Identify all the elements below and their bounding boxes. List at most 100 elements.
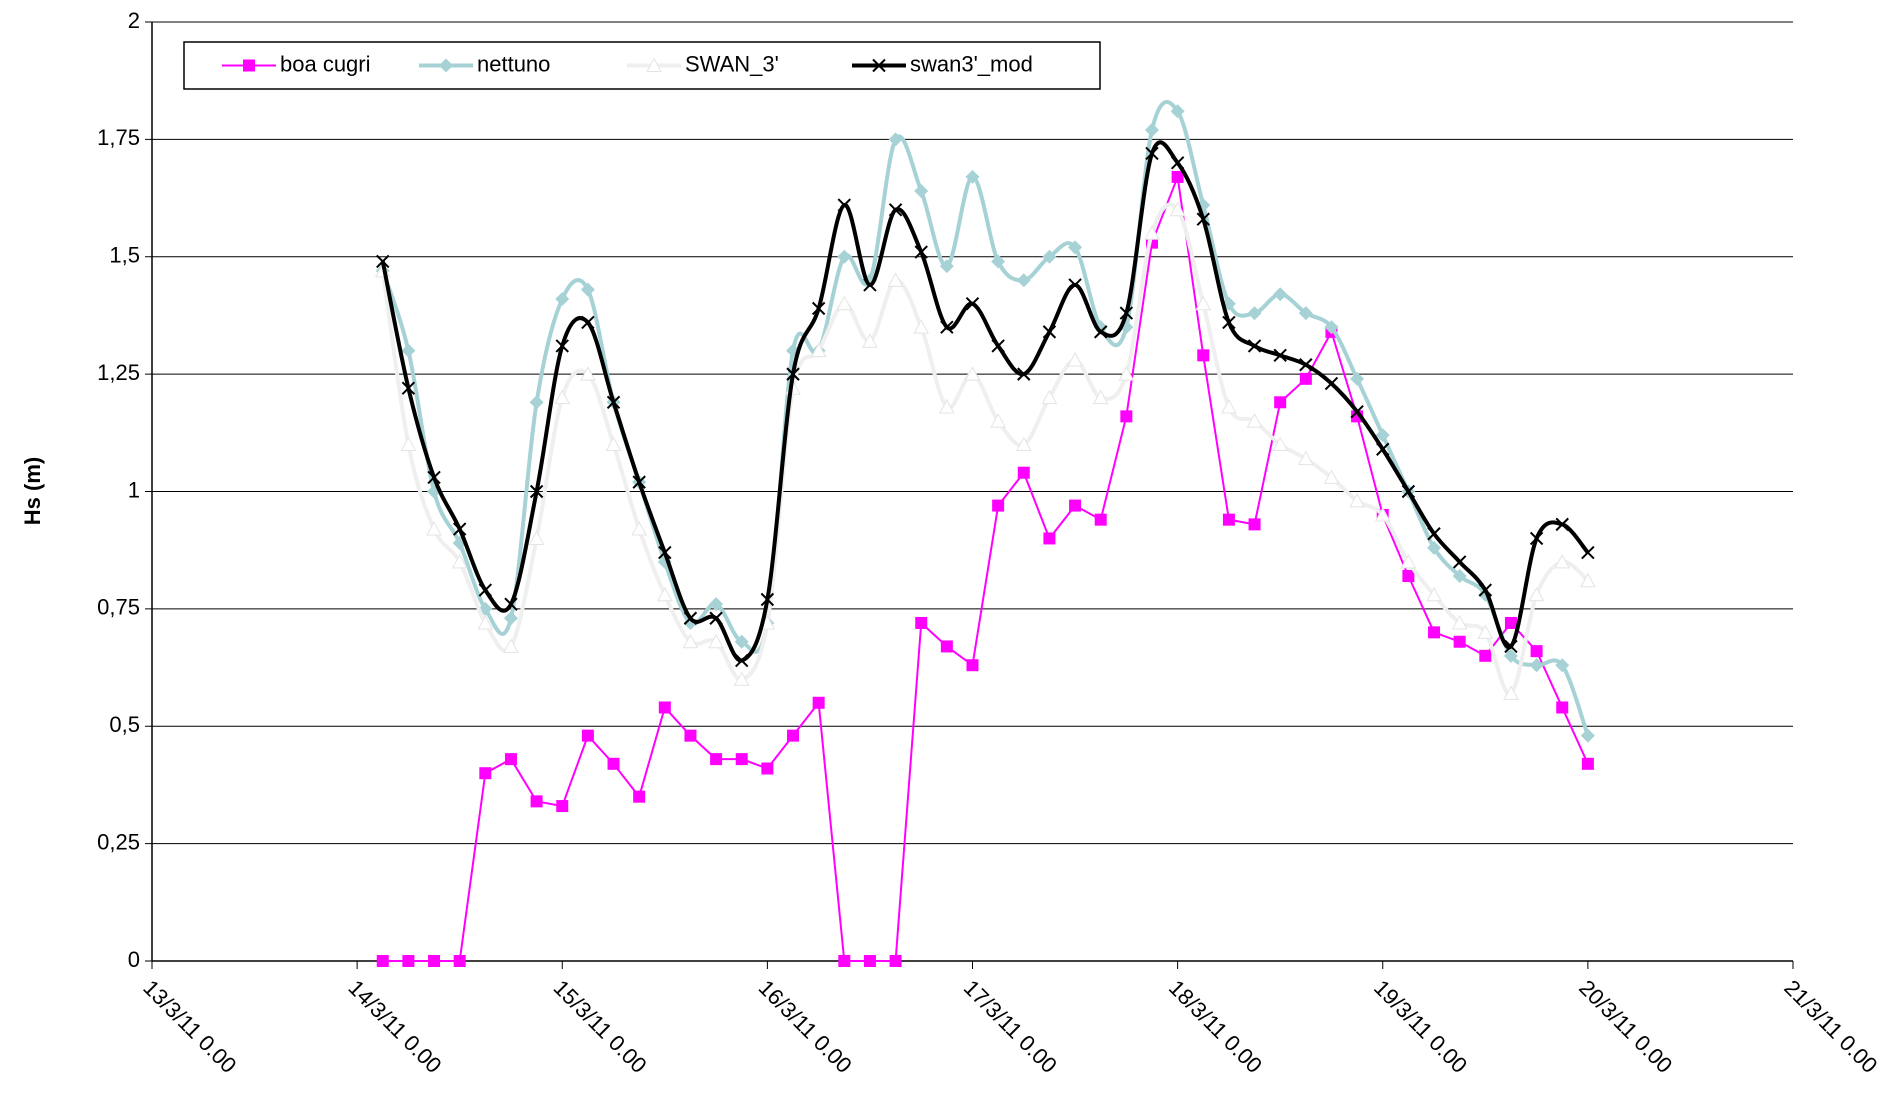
marker: [1222, 315, 1236, 330]
marker: [1504, 616, 1517, 629]
marker: [555, 292, 570, 307]
marker: [243, 59, 255, 72]
marker: [991, 339, 1005, 353]
marker: [1350, 404, 1364, 419]
y-tick-label: 0,5: [109, 712, 140, 737]
marker: [1581, 757, 1594, 770]
marker: [1323, 469, 1340, 484]
marker: [1196, 212, 1210, 226]
y-tick-label: 2: [128, 8, 140, 33]
marker: [939, 259, 954, 274]
marker: [1376, 442, 1390, 456]
marker: [1428, 626, 1441, 639]
marker: [939, 398, 955, 414]
marker: [863, 955, 876, 967]
marker: [1350, 371, 1365, 386]
marker: [1529, 531, 1544, 546]
marker: [1477, 624, 1494, 639]
marker: [735, 753, 748, 766]
marker: [1503, 648, 1518, 663]
marker: [580, 366, 596, 381]
marker: [1118, 366, 1135, 381]
marker: [1247, 339, 1262, 353]
marker: [478, 583, 493, 597]
marker: [1042, 325, 1057, 339]
marker: [913, 319, 930, 334]
marker: [1170, 104, 1185, 119]
marker: [605, 436, 622, 452]
marker: [402, 955, 415, 967]
marker: [1119, 306, 1134, 320]
y-tick-label: 1,5: [109, 243, 140, 268]
marker: [1479, 649, 1492, 662]
marker: [606, 395, 621, 410]
marker: [812, 696, 825, 709]
marker: [453, 955, 466, 967]
marker: [1145, 146, 1159, 161]
marker: [1400, 553, 1417, 569]
marker: [1092, 389, 1109, 405]
marker: [1248, 518, 1261, 531]
marker: [1221, 398, 1237, 414]
marker: [1068, 278, 1082, 292]
marker: [1580, 572, 1596, 588]
marker: [887, 272, 904, 287]
marker: [1144, 122, 1159, 137]
series-line: [380, 202, 1590, 696]
x-tick-label: 18/3/11 0.00: [1164, 975, 1267, 1078]
y-axis-label: Hs (m): [20, 457, 45, 525]
marker: [787, 729, 800, 742]
marker: [1195, 295, 1212, 311]
marker: [632, 475, 646, 489]
marker: [990, 413, 1006, 428]
marker: [555, 339, 569, 353]
marker: [479, 767, 492, 780]
marker: [1451, 614, 1468, 630]
marker: [940, 640, 953, 653]
marker: [1529, 658, 1544, 673]
x-tick-label: 14/3/11 0.00: [343, 975, 446, 1078]
marker: [1068, 240, 1083, 255]
marker: [734, 634, 749, 649]
marker: [837, 249, 852, 264]
marker: [1556, 701, 1569, 714]
x-tick-label: 21/3/11 0.00: [1779, 975, 1882, 1078]
marker: [1197, 349, 1210, 362]
marker: [554, 389, 571, 405]
marker: [1297, 450, 1314, 466]
marker: [1246, 413, 1263, 428]
marker: [1530, 645, 1543, 658]
marker: [1274, 396, 1287, 409]
marker: [1401, 484, 1416, 499]
marker: [581, 315, 595, 330]
marker: [1554, 553, 1571, 569]
marker: [1247, 306, 1262, 321]
marker: [528, 530, 545, 545]
marker: [1452, 555, 1467, 569]
marker: [656, 586, 673, 602]
marker: [1581, 545, 1595, 560]
y-tick-label: 0: [128, 947, 140, 972]
marker: [810, 342, 827, 358]
marker: [530, 795, 543, 808]
marker: [1555, 517, 1569, 532]
marker: [682, 633, 699, 649]
marker: [1144, 225, 1160, 240]
marker: [888, 203, 903, 217]
marker: [631, 521, 648, 536]
marker: [940, 320, 954, 334]
marker: [1273, 348, 1287, 363]
marker: [1017, 367, 1031, 381]
marker: [1017, 466, 1030, 479]
marker: [452, 522, 467, 536]
marker: [580, 282, 595, 297]
marker: [889, 955, 902, 967]
marker: [760, 592, 775, 607]
marker: [1069, 499, 1082, 512]
marker: [1094, 513, 1107, 526]
marker: [914, 184, 929, 199]
legend-label: SWAN_3': [685, 51, 779, 76]
marker: [836, 295, 853, 311]
marker: [504, 753, 517, 766]
marker: [992, 499, 1005, 512]
